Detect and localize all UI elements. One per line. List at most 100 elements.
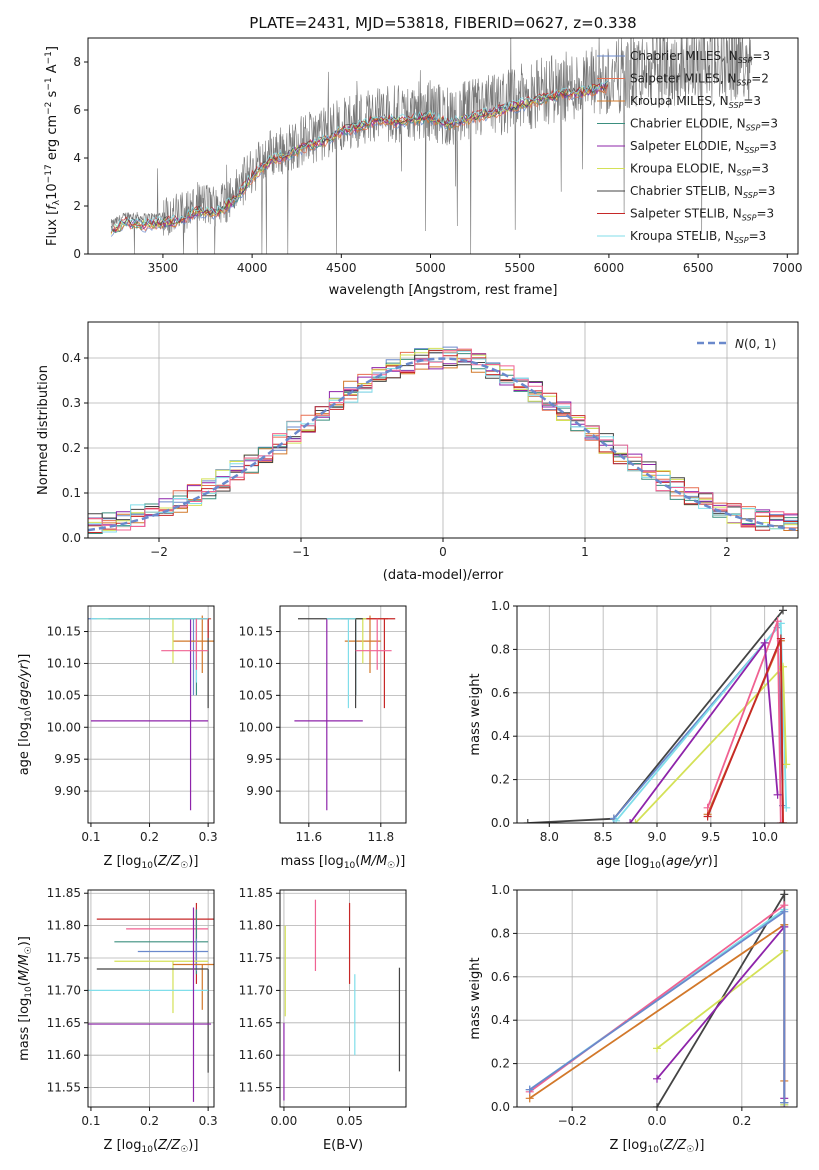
x-tick-label: 6500 (683, 261, 714, 275)
legend-entry: Kroupa MILES, NSSP=3 (630, 94, 761, 110)
y-tick-label: 0.8 (491, 926, 510, 940)
axes-residuals: −2 −1 0 1 2 0.0 0.1 0.2 0.3 0.4 (data-model)/error… (36, 321, 799, 583)
y-tick-label: 9.95 (54, 752, 81, 766)
plot-area-weight_vs_Z (525, 890, 789, 1107)
x-axis-label: Z [log10(Z/Z☉)] (104, 1138, 199, 1155)
chart-title: PLATE=2431, MJD=53818, FIBERID=0627, z=0… (249, 14, 636, 32)
legend-entry: Chabrier MILES, NSSP=3 (630, 49, 770, 65)
x-tick-label: −0.2 (558, 1114, 587, 1128)
errorbar-point (172, 615, 214, 674)
y-tick-label: 0.2 (491, 1057, 510, 1071)
y-tick-label: 10.00 (239, 720, 273, 734)
errorbar-point (137, 938, 209, 971)
y-tick-label: 11.75 (47, 951, 81, 965)
model-spectrum-chabrier-elodie (110, 84, 609, 234)
y-axis-label: Flux [fλ10−17 erg cm−2 s−1 A−1] (44, 46, 62, 246)
y-axis-label: Normed distribution (36, 365, 51, 495)
x-axis-label: wavelength [Angstrom, rest frame] (329, 283, 558, 298)
weight-marker (525, 1085, 534, 1094)
y-tick-label: 11.55 (239, 1081, 273, 1095)
x-tick-label: 0 (439, 545, 447, 559)
weight-marker (782, 760, 791, 769)
axes-age_vs_Z: 0.1 0.2 0.3 9.90 9.95 10.00 10.05 10.10 10.15 Z [… (17, 605, 218, 871)
y-axis-label: mass [log10(M/M☉)] (17, 936, 34, 1061)
y-tick-label: 0.0 (491, 816, 510, 830)
weight-marker (631, 819, 640, 823)
histogram-pink (88, 348, 798, 535)
weight-marker (523, 819, 532, 823)
y-tick-label: 1.0 (491, 599, 510, 613)
weight-marker (760, 638, 769, 647)
x-tick-label: 3500 (148, 261, 179, 275)
weight-marker (776, 634, 785, 643)
y-tick-label: 1.0 (491, 883, 510, 897)
legend-entry: Chabrier ELODIE, NSSP=3 (630, 117, 778, 133)
y-tick-label: 10.05 (47, 688, 81, 702)
y-tick-label: 0.2 (62, 441, 81, 455)
y-tick-label: 0.0 (62, 531, 81, 545)
y-tick-label: 10.10 (47, 656, 81, 670)
weight-series (631, 662, 791, 823)
y-tick-label: 10.00 (47, 720, 81, 734)
x-axis-label: mass [log10(M/M☉)] (281, 854, 406, 871)
y-tick-label: 9.90 (246, 784, 273, 798)
axes-frame (87, 37, 799, 255)
x-tick-label: 10.0 (751, 830, 778, 844)
y-tick-label: 0.2 (491, 773, 510, 787)
x-tick-label: 8.0 (540, 830, 559, 844)
y-tick-label: 0.6 (491, 970, 510, 984)
y-tick-label: 4 (73, 151, 81, 165)
x-tick-label: 0.1 (81, 830, 100, 844)
errorbar-point (355, 618, 392, 670)
legend-entry: Chabrier STELIB, NSSP=3 (630, 184, 775, 200)
errorbar-point (366, 618, 396, 709)
x-tick-label: 0.3 (199, 1114, 218, 1128)
y-tick-label: 0.3 (62, 396, 81, 410)
y-tick-label: 0.4 (491, 729, 510, 743)
y-tick-label: 0.8 (491, 642, 510, 656)
y-tick-label: 11.75 (239, 951, 273, 965)
x-tick-label: 4000 (237, 261, 268, 275)
model-spectrum-chabrier-miles (110, 86, 609, 237)
weight-marker (773, 790, 782, 799)
axes-frame (279, 889, 407, 1108)
y-tick-label: 0 (73, 247, 81, 261)
y-tick-label: 0.0 (491, 1100, 510, 1114)
axes-weight_vs_age: 8.0 8.5 9.0 9.5 10.0 0.0 0.2 0.4 0.6 0.8 1.0 age [l… (468, 599, 798, 871)
legend: Chabrier MILES, NSSP=3 Salpeter MILES, NS… (597, 49, 778, 245)
weight-marker (779, 819, 787, 823)
weight-series (653, 946, 789, 1107)
x-tick-label: 0.2 (732, 1114, 751, 1128)
x-tick-label: 5500 (504, 261, 535, 275)
plot-area-weight_vs_age (523, 606, 791, 823)
weight-marker (653, 1044, 661, 1053)
weight-marker (703, 812, 712, 821)
x-tick-label: 0.3 (199, 830, 218, 844)
x-tick-label: 8.5 (594, 830, 613, 844)
weight-marker (776, 819, 785, 823)
y-tick-label: 8 (73, 55, 81, 69)
x-tick-label: 0.2 (140, 1114, 159, 1128)
x-tick-label: 1 (581, 545, 589, 559)
plot-area-mass_vs_ebv (283, 899, 401, 1101)
y-axis-label: age [log10(age/yr)] (17, 654, 34, 776)
x-tick-label: 7000 (772, 261, 803, 275)
x-axis-label: age [log10(age/yr)] (596, 854, 718, 871)
x-tick-label: 0.0 (647, 1114, 666, 1128)
x-tick-label: 6000 (594, 261, 625, 275)
errorbar-point (294, 618, 363, 811)
weight-marker (612, 816, 621, 823)
axes-mass_vs_Z: 0.1 0.2 0.3 11.55 11.60 11.65 11.70 11.75 11.80 1… (17, 886, 218, 1155)
x-tick-label: 2 (723, 545, 731, 559)
axes-frame (87, 889, 215, 1108)
weight-line (629, 640, 779, 823)
normal-curve (88, 357, 798, 532)
y-tick-label: 11.60 (239, 1048, 273, 1062)
x-tick-label: 11.6 (295, 830, 322, 844)
x-tick-label: 9.5 (701, 830, 720, 844)
x-tick-label: 0.05 (336, 1114, 363, 1128)
y-tick-label: 9.90 (54, 784, 81, 798)
weight-marker (773, 617, 782, 626)
errorbar-point (326, 618, 356, 709)
weight-marker (779, 606, 787, 615)
